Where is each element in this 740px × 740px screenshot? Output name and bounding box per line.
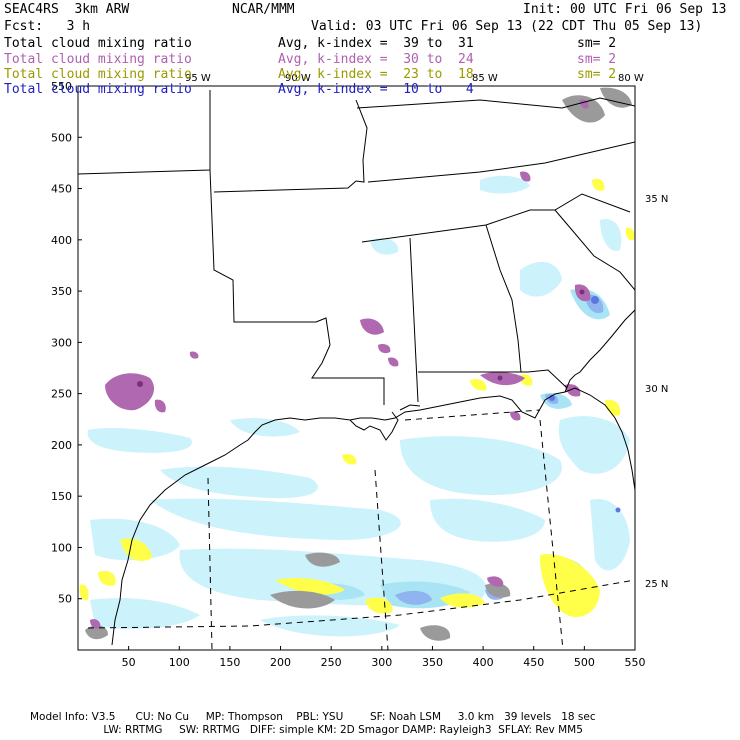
- lon-label-85w: 85 W: [472, 73, 498, 84]
- field-row-4-desc: Avg, k-index = 10 to 4: [278, 82, 474, 97]
- state-line-fl-north: [418, 369, 568, 389]
- y-tick-label: 200: [51, 439, 72, 452]
- state-line-ms-al: [409, 237, 419, 403]
- lat-label-25n: 25 N: [645, 579, 668, 590]
- y-tick-label: 350: [51, 285, 72, 298]
- state-line-sc: [554, 209, 635, 291]
- x-tick-label: 500: [574, 656, 595, 669]
- org-label: NCAR/MMM: [232, 2, 295, 17]
- y-tick-label: 300: [51, 336, 72, 349]
- y-tick-label: 100: [51, 541, 72, 554]
- graticule: [87, 409, 635, 650]
- coast-detail: [399, 404, 421, 411]
- valid-time: Valid: 03 UTC Fri 06 Sep 13 (22 CDT Thu …: [311, 19, 703, 34]
- field-row-3-desc: Avg, k-index = 23 to 18: [278, 67, 474, 82]
- field-row-1-name: Total cloud mixing ratio: [4, 36, 192, 51]
- x-tick-label: 150: [219, 656, 240, 669]
- boundary-lines: [78, 90, 635, 646]
- x-tick-label: 250: [321, 656, 342, 669]
- meridian-90w: [374, 469, 389, 650]
- x-tick-label: 450: [523, 656, 544, 669]
- lon-label-80w: 80 W: [618, 73, 644, 84]
- cloud-light-cyan-regions: [87, 175, 630, 637]
- meridian-95w: [207, 477, 213, 650]
- coastal-dash: [404, 409, 541, 421]
- model-title: SEAC4RS 3km ARW: [4, 2, 130, 17]
- state-line-ar-mo: [213, 99, 368, 193]
- state-line-al-ga: [485, 224, 522, 373]
- x-tick-label: 550: [625, 656, 646, 669]
- state-line-south-tn: [361, 193, 631, 243]
- y-axis-ticks: 50 100 150 200 250 300 350 400 450 500 550: [51, 80, 82, 606]
- field-row-1-sm: sm= 2: [577, 36, 617, 51]
- lat-label-30n: 30 N: [645, 384, 668, 395]
- x-tick-label: 350: [422, 656, 443, 669]
- field-row-2-sm: sm= 2: [577, 52, 617, 67]
- gulf-coastline: [111, 387, 635, 646]
- lat-label-35n: 35 N: [645, 194, 668, 205]
- y-tick-label: 550: [51, 80, 72, 93]
- atlantic-coastline: [564, 309, 635, 393]
- parallel-25n: [87, 579, 635, 629]
- meridian-85w: [539, 419, 564, 650]
- model-info-line-2: LW: RRTMG SW: RRTMG DIFF: simple KM: 2D …: [30, 724, 583, 736]
- field-row-2-name: Total cloud mixing ratio: [4, 52, 192, 67]
- field-row-4-name: Total cloud mixing ratio: [4, 82, 192, 97]
- state-line-la-ms: [311, 317, 385, 405]
- init-time: Init: 00 UTC Fri 06 Sep 13: [523, 2, 727, 17]
- x-tick-label: 400: [473, 656, 494, 669]
- lon-label-90w: 90 W: [285, 73, 311, 84]
- state-line-ky-north: [356, 97, 635, 109]
- cloud-gray-regions: [85, 87, 632, 641]
- field-row-1-desc: Avg, k-index = 39 to 31: [278, 36, 474, 51]
- state-line-tn-ky: [367, 141, 635, 183]
- x-axis-ticks: 50 100 150 200 250 300 350 400 450 500 550: [122, 646, 646, 669]
- x-tick-label: 200: [270, 656, 291, 669]
- cloud-dark-purple-regions: [137, 289, 585, 387]
- model-info-line-1: Model Info: V3.5 CU: No Cu MP: Thompson …: [30, 711, 596, 723]
- cloud-field-layer: [79, 87, 635, 641]
- state-line-ar-tx-la: [209, 169, 316, 323]
- field-row-3-sm: sm= 2: [577, 67, 617, 82]
- y-tick-label: 450: [51, 183, 72, 196]
- field-row-2-desc: Avg, k-index = 30 to 24: [278, 52, 474, 67]
- x-tick-label: 300: [371, 656, 392, 669]
- forecast-hour: Fcst: 3 h: [4, 19, 91, 34]
- y-tick-label: 500: [51, 131, 72, 144]
- field-row-3-name: Total cloud mixing ratio: [4, 67, 192, 82]
- y-tick-label: 400: [51, 234, 72, 247]
- y-tick-label: 250: [51, 388, 72, 401]
- y-tick-label: 150: [51, 490, 72, 503]
- lon-label-95w: 95 W: [185, 73, 211, 84]
- x-tick-label: 100: [169, 656, 190, 669]
- cloud-yellow-regions: [79, 178, 635, 618]
- x-tick-label: 50: [122, 656, 136, 669]
- y-tick-label: 50: [58, 593, 72, 606]
- mississippi-delta: [349, 411, 399, 441]
